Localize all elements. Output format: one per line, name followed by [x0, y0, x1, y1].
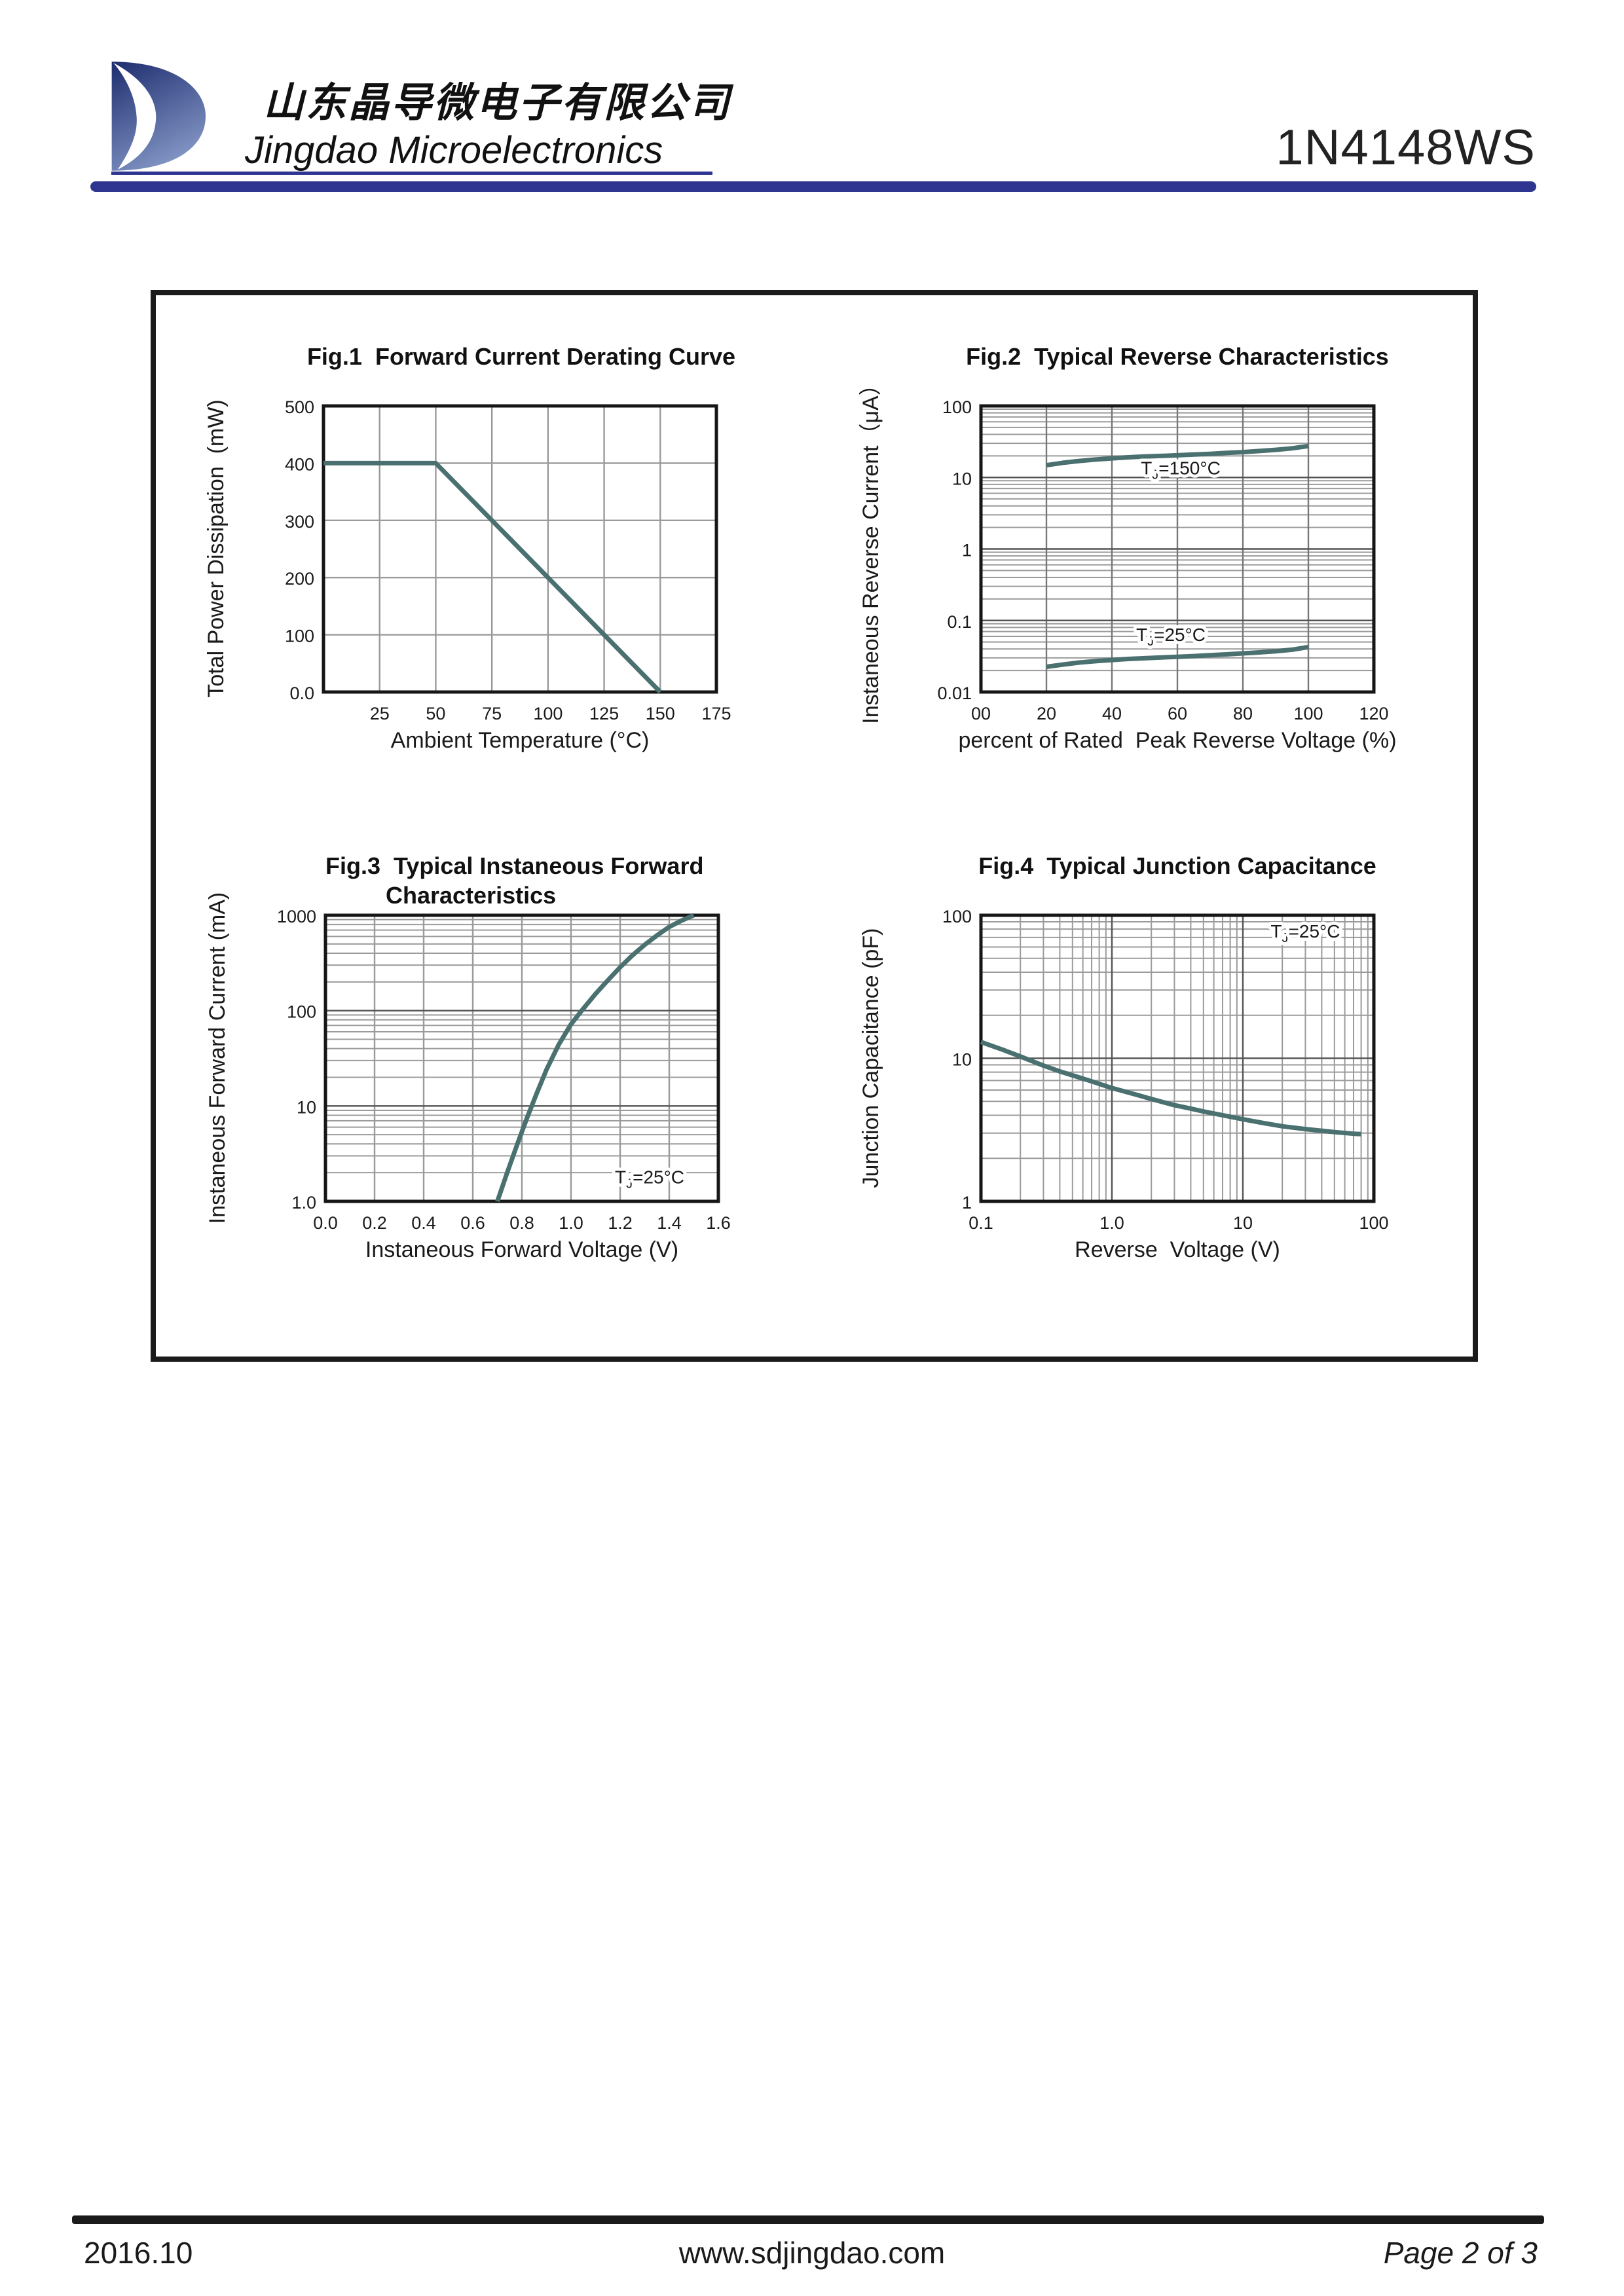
fig2-title: Fig.2 Typical Reverse Characteristics — [966, 343, 1389, 370]
svg-text:75: 75 — [482, 704, 502, 723]
header-divider-bar — [90, 181, 1536, 192]
fig3-title-line2: Characteristics — [386, 882, 557, 909]
svg-text:125: 125 — [589, 704, 619, 723]
svg-text:200: 200 — [285, 569, 314, 589]
fig4-y-axis-label: Junction Capacitance (pF) — [858, 928, 883, 1188]
svg-text:100: 100 — [942, 907, 972, 926]
fig2-chart: 00 20 40 60 80 100 120 0.01 0.1 1 10 100 TJ=150°C TJ=… — [937, 397, 1388, 723]
header: 山东晶导微电子有限公司 Jingdao Microelectronics 1N4… — [0, 0, 1624, 196]
svg-text:100: 100 — [285, 627, 314, 646]
svg-text:1.0: 1.0 — [1099, 1213, 1124, 1233]
svg-text:500: 500 — [285, 397, 314, 417]
svg-text:0.2: 0.2 — [362, 1213, 387, 1233]
svg-text:1000: 1000 — [277, 907, 316, 926]
fig4-title: Fig.4 Typical Junction Capacitance — [978, 852, 1376, 879]
svg-text:0.6: 0.6 — [460, 1213, 485, 1233]
svg-text:400: 400 — [285, 454, 314, 474]
fig4-chart: 0.1 1.0 10 100 1 10 100 TJ=25°C — [942, 907, 1389, 1233]
svg-text:TJ=25°C: TJ=25°C — [615, 1167, 684, 1191]
part-number: 1N4148WS — [1276, 120, 1536, 175]
svg-text:60: 60 — [1168, 704, 1187, 723]
svg-text:1.4: 1.4 — [657, 1213, 682, 1233]
svg-text:120: 120 — [1359, 704, 1388, 723]
svg-text:100: 100 — [287, 1002, 316, 1022]
fig3-title: Fig.3 Typical Instaneous Forward Charact… — [325, 851, 849, 910]
company-logo-icon — [111, 62, 206, 171]
svg-text:0.1: 0.1 — [947, 612, 972, 632]
svg-text:1.6: 1.6 — [706, 1213, 731, 1233]
charts-panel — [151, 290, 1478, 1362]
svg-text:25: 25 — [370, 704, 390, 723]
fig2-y-axis-label: Instaneous Reverse Current（μA） — [858, 373, 883, 724]
svg-text:1.0: 1.0 — [291, 1193, 316, 1212]
fig3-title-line1: Fig.3 Typical Instaneous Forward — [325, 852, 704, 879]
fig2-x-axis-label: percent of Rated Peak Reverse Voltage (%… — [958, 728, 1397, 753]
company-name-english: Jingdao Microelectronics — [245, 129, 663, 172]
svg-text:100: 100 — [1359, 1213, 1388, 1233]
fig1-title: Fig.1 Forward Current Derating Curve — [306, 343, 736, 370]
fig3-chart: 0.0 0.2 0.4 0.6 0.8 1.0 1.2 1.4 1.6 1.0 10 100 1000 T… — [277, 907, 731, 1233]
svg-text:10: 10 — [952, 469, 972, 488]
footer-website: www.sdjingdao.com — [678, 2236, 946, 2270]
svg-text:80: 80 — [1233, 704, 1253, 723]
svg-text:10: 10 — [952, 1050, 972, 1070]
svg-text:0.0: 0.0 — [289, 683, 314, 703]
svg-text:150: 150 — [646, 704, 675, 723]
svg-text:175: 175 — [701, 704, 731, 723]
svg-text:100: 100 — [942, 397, 972, 417]
svg-text:1.2: 1.2 — [608, 1213, 633, 1233]
svg-text:20: 20 — [1037, 704, 1056, 723]
svg-text:00: 00 — [971, 704, 991, 723]
footer-page-number: Page 2 of 3 — [1383, 2236, 1538, 2270]
svg-text:0.4: 0.4 — [411, 1213, 436, 1233]
svg-text:1: 1 — [962, 541, 972, 560]
svg-text:0.8: 0.8 — [509, 1213, 534, 1233]
company-name-chinese: 山东晶导微电子有限公司 — [263, 81, 732, 126]
svg-text:0.0: 0.0 — [313, 1213, 338, 1233]
svg-text:50: 50 — [426, 704, 445, 723]
footer-date: 2016.10 — [84, 2236, 193, 2270]
svg-text:0.01: 0.01 — [937, 683, 972, 703]
svg-text:10: 10 — [297, 1097, 316, 1117]
company-name-underline — [111, 172, 712, 175]
svg-text:TJ=150°C: TJ=150°C — [1141, 458, 1221, 483]
fig4-x-axis-label: Reverse Voltage (V) — [1075, 1237, 1280, 1262]
svg-text:0.1: 0.1 — [969, 1213, 993, 1233]
svg-text:300: 300 — [285, 512, 314, 532]
footer-divider-bar — [72, 2215, 1544, 2224]
fig3-x-axis-label: Instaneous Forward Voltage (V) — [365, 1237, 679, 1262]
svg-text:10: 10 — [1233, 1213, 1253, 1233]
svg-text:1.0: 1.0 — [559, 1213, 583, 1233]
svg-text:1: 1 — [962, 1193, 972, 1212]
svg-text:100: 100 — [1293, 704, 1323, 723]
svg-text:TJ=25°C: TJ=25°C — [1136, 625, 1206, 649]
fig1-x-axis-label: Ambient Temperature (°C) — [390, 728, 650, 753]
svg-text:40: 40 — [1102, 704, 1122, 723]
svg-text:TJ=25°C: TJ=25°C — [1270, 921, 1340, 945]
svg-text:100: 100 — [533, 704, 563, 723]
fig1-chart: 25 50 75 100 125 150 175 0.0 100 200 300 400 500 — [285, 397, 731, 723]
